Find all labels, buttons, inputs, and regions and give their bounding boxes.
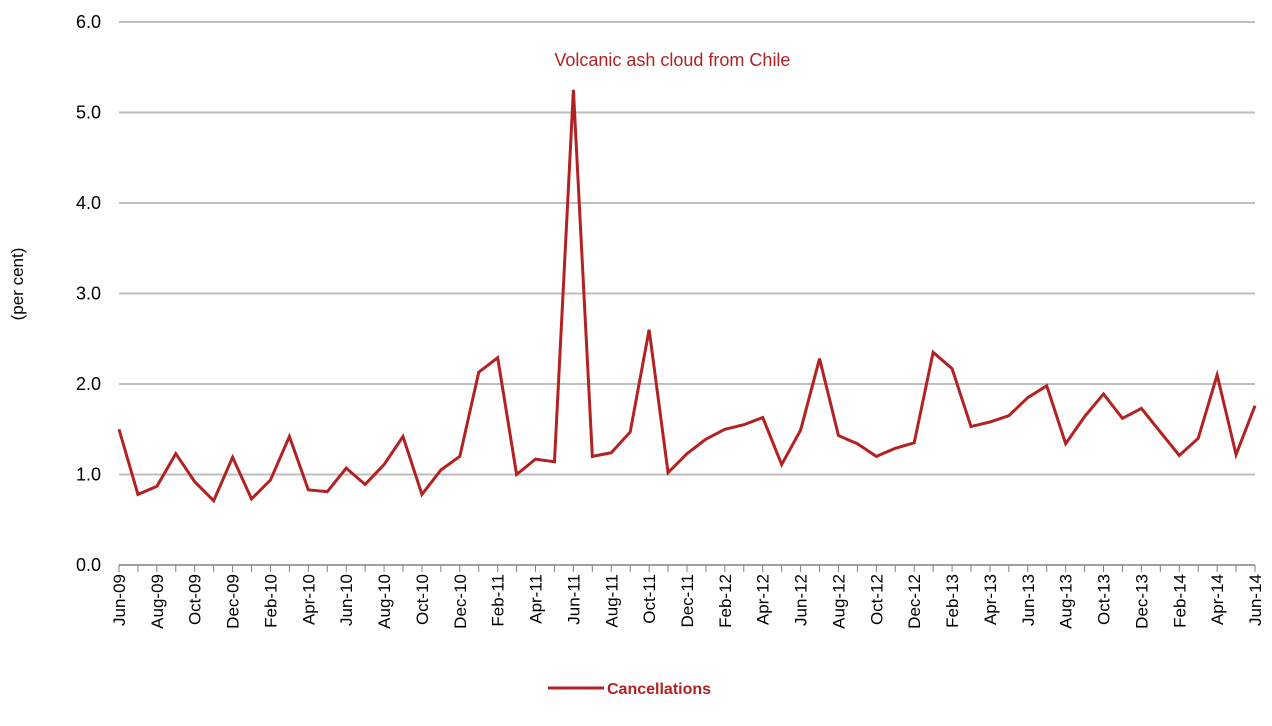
x-tick-label: Apr-10 xyxy=(299,574,318,625)
y-tick-label: 1.0 xyxy=(76,465,101,485)
x-tick-label: Jun-12 xyxy=(792,574,811,626)
x-tick-label: Dec-13 xyxy=(1132,574,1151,629)
x-tick-label: Oct-11 xyxy=(640,574,659,624)
x-tick-label: Aug-10 xyxy=(375,574,394,629)
x-tick-label: Jun-10 xyxy=(337,574,356,626)
x-tick-label: Feb-11 xyxy=(489,574,508,627)
x-tick-label: Aug-13 xyxy=(1057,574,1076,629)
y-tick-label: 5.0 xyxy=(76,103,101,123)
annotation-label: Volcanic ash cloud from Chile xyxy=(554,50,790,70)
x-tick-label: Aug-11 xyxy=(602,574,621,628)
x-tick-label: Jun-09 xyxy=(110,574,129,626)
x-tick-label: Apr-13 xyxy=(981,574,1000,625)
x-tick-label: Apr-14 xyxy=(1208,574,1227,625)
y-tick-label: 6.0 xyxy=(76,12,101,32)
x-tick-label: Dec-09 xyxy=(224,574,243,629)
x-tick-label: Dec-12 xyxy=(905,574,924,629)
x-tick-label: Jun-11 xyxy=(564,574,583,625)
x-tick-label: Oct-12 xyxy=(867,574,886,625)
x-tick-label: Apr-12 xyxy=(754,574,773,625)
x-tick-label: Aug-09 xyxy=(148,574,167,629)
x-tick-label: Feb-13 xyxy=(943,574,962,628)
x-tick-label: Oct-10 xyxy=(413,574,432,625)
y-axis-label: (per cent) xyxy=(8,248,27,321)
x-tick-label: Jun-13 xyxy=(1019,574,1038,626)
x-tick-label: Jun-14 xyxy=(1246,574,1265,626)
x-tick-label: Oct-09 xyxy=(186,574,205,625)
y-tick-label: 3.0 xyxy=(76,284,101,304)
x-tick-label: Apr-11 xyxy=(527,574,546,624)
series-line-cancellations xyxy=(119,90,1255,501)
x-tick-label: Aug-12 xyxy=(829,574,848,629)
legend-label: Cancellations xyxy=(607,681,711,698)
x-tick-label: Feb-14 xyxy=(1170,574,1189,628)
y-tick-label: 4.0 xyxy=(76,193,101,213)
x-tick-label: Dec-11 xyxy=(678,574,697,628)
y-tick-label: 2.0 xyxy=(76,374,101,394)
x-tick-label: Feb-12 xyxy=(716,574,735,628)
x-tick-label: Dec-10 xyxy=(451,574,470,629)
x-tick-label: Feb-10 xyxy=(261,574,280,628)
y-tick-label: 0.0 xyxy=(76,555,101,575)
x-tick-label: Oct-13 xyxy=(1095,574,1114,625)
